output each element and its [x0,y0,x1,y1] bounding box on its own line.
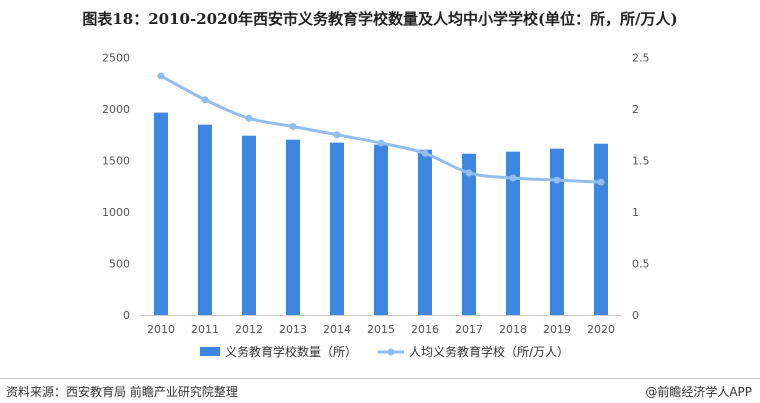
line-point-2014 [333,131,341,139]
bar-2019 [550,148,564,315]
y-left-tick-label: 1000 [102,206,130,219]
bar-2011 [198,124,212,315]
x-tick-label: 2011 [191,323,219,336]
x-tick-label: 2016 [411,323,439,336]
app-credit: @前瞻经济学人APP [645,385,752,399]
x-tick-label: 2018 [499,323,527,336]
legend-bar-label: 义务教育学校数量（所） [225,345,358,359]
line-point-2015 [377,139,385,147]
legend-line: 人均义务教育学校（所/万人） [378,343,569,360]
x-tick-label: 2013 [279,323,307,336]
line-point-2020 [597,178,605,186]
line-point-2016 [421,149,429,157]
x-tick-label: 2010 [147,323,175,336]
y-right-tick-label: 2 [632,103,639,116]
bar-2013 [286,139,300,315]
source-note: 资料来源：西安教育局 前瞻产业研究院整理 [6,385,238,399]
y-right-tick-label: 0.5 [632,258,650,271]
bar-2012 [242,135,256,315]
line-point-2010 [157,72,165,80]
line-point-2018 [509,174,517,182]
bar-2017 [462,153,476,315]
footer-divider [0,378,760,379]
y-right-tick-label: 0 [632,309,639,322]
x-tick-label: 2015 [367,323,395,336]
x-tick-label: 2019 [543,323,571,336]
y-right-tick-label: 1 [632,206,639,219]
y-left-tick-label: 0 [123,309,130,322]
bar-2020 [594,143,608,315]
bar-2015 [374,144,388,315]
y-right-tick-label: 2.5 [632,52,650,65]
x-tick-label: 2014 [323,323,351,336]
x-tick-label: 2020 [587,323,615,336]
y-left-tick-label: 500 [109,258,130,271]
line-point-2013 [289,123,297,131]
legend-line-swatch [378,348,404,355]
y-left-tick-label: 2000 [102,103,130,116]
bar-2010 [154,112,168,315]
legend-bar: 义务教育学校数量（所） [200,343,357,360]
legend-bar-swatch [200,347,220,356]
y-left-tick-label: 2500 [102,52,130,65]
line-point-2012 [245,114,253,122]
bar-2018 [506,151,520,315]
x-tick-label: 2012 [235,323,263,336]
x-tick-label: 2017 [455,323,483,336]
line-point-2011 [201,96,209,104]
bar-2016 [418,149,432,315]
line-point-2019 [553,176,561,184]
chart-title: 图表18：2010-2020年西安市义务教育学校数量及人均中小学学校(单位：所，… [82,10,678,28]
line-point-2017 [465,169,473,177]
y-left-tick-label: 1500 [102,155,130,168]
bar-2014 [330,142,344,315]
legend-line-label: 人均义务教育学校（所/万人） [409,345,570,359]
y-right-tick-label: 1.5 [632,155,650,168]
